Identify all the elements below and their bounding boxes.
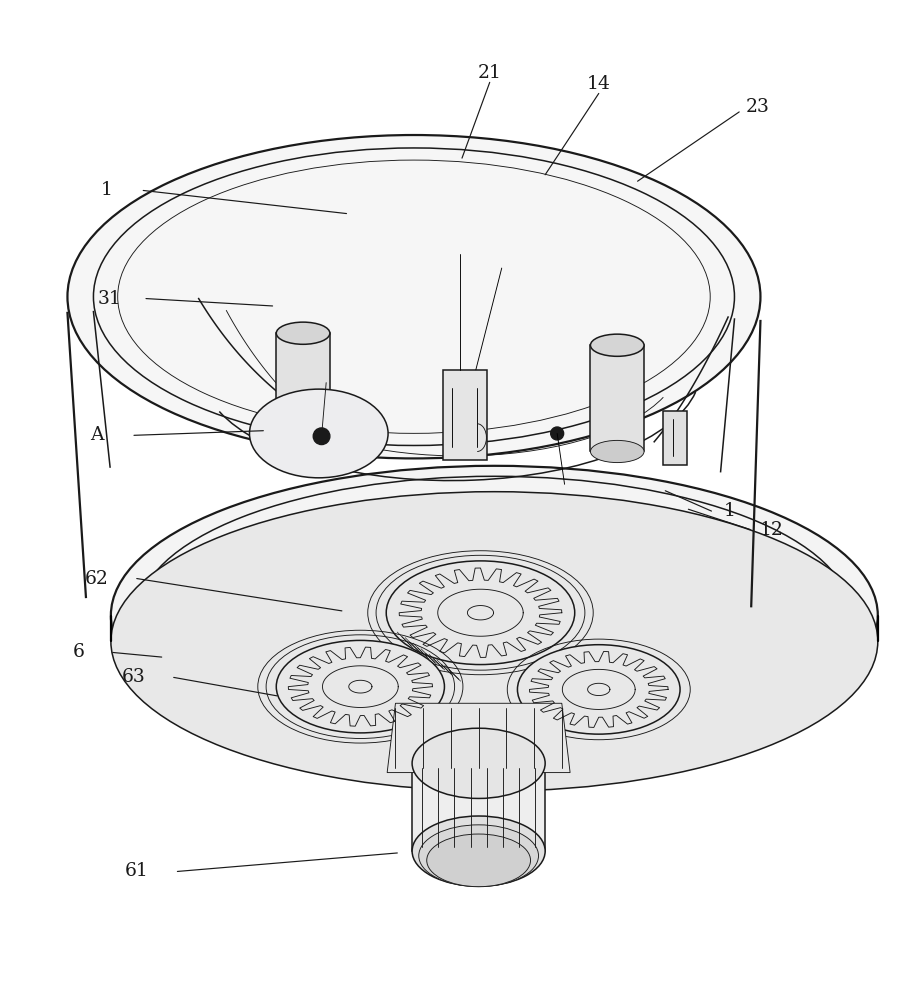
Polygon shape (663, 411, 687, 465)
Text: 1: 1 (101, 181, 112, 199)
Polygon shape (276, 333, 330, 439)
Text: 1: 1 (724, 502, 736, 520)
Text: A: A (91, 426, 103, 444)
Text: 12: 12 (760, 521, 784, 539)
Ellipse shape (412, 816, 545, 886)
Ellipse shape (276, 640, 444, 733)
Ellipse shape (412, 728, 545, 798)
Ellipse shape (276, 322, 330, 344)
Text: 14: 14 (587, 75, 611, 93)
Ellipse shape (276, 428, 330, 451)
Ellipse shape (67, 135, 760, 458)
Ellipse shape (111, 492, 878, 791)
Text: 6: 6 (73, 643, 84, 661)
Polygon shape (443, 370, 487, 460)
Ellipse shape (590, 440, 644, 463)
Circle shape (551, 427, 564, 440)
Ellipse shape (249, 389, 388, 478)
Circle shape (313, 428, 330, 445)
Ellipse shape (111, 466, 878, 765)
Text: 23: 23 (746, 98, 770, 116)
Text: 31: 31 (97, 290, 121, 308)
Polygon shape (412, 763, 545, 851)
Polygon shape (590, 345, 644, 451)
Ellipse shape (386, 561, 575, 665)
Ellipse shape (427, 834, 530, 887)
Text: 62: 62 (85, 570, 109, 588)
Text: 21: 21 (478, 64, 502, 82)
Ellipse shape (590, 334, 644, 356)
Polygon shape (387, 703, 570, 773)
Text: 63: 63 (122, 668, 146, 686)
Text: 61: 61 (125, 862, 149, 880)
Ellipse shape (419, 825, 539, 887)
Ellipse shape (517, 645, 680, 734)
